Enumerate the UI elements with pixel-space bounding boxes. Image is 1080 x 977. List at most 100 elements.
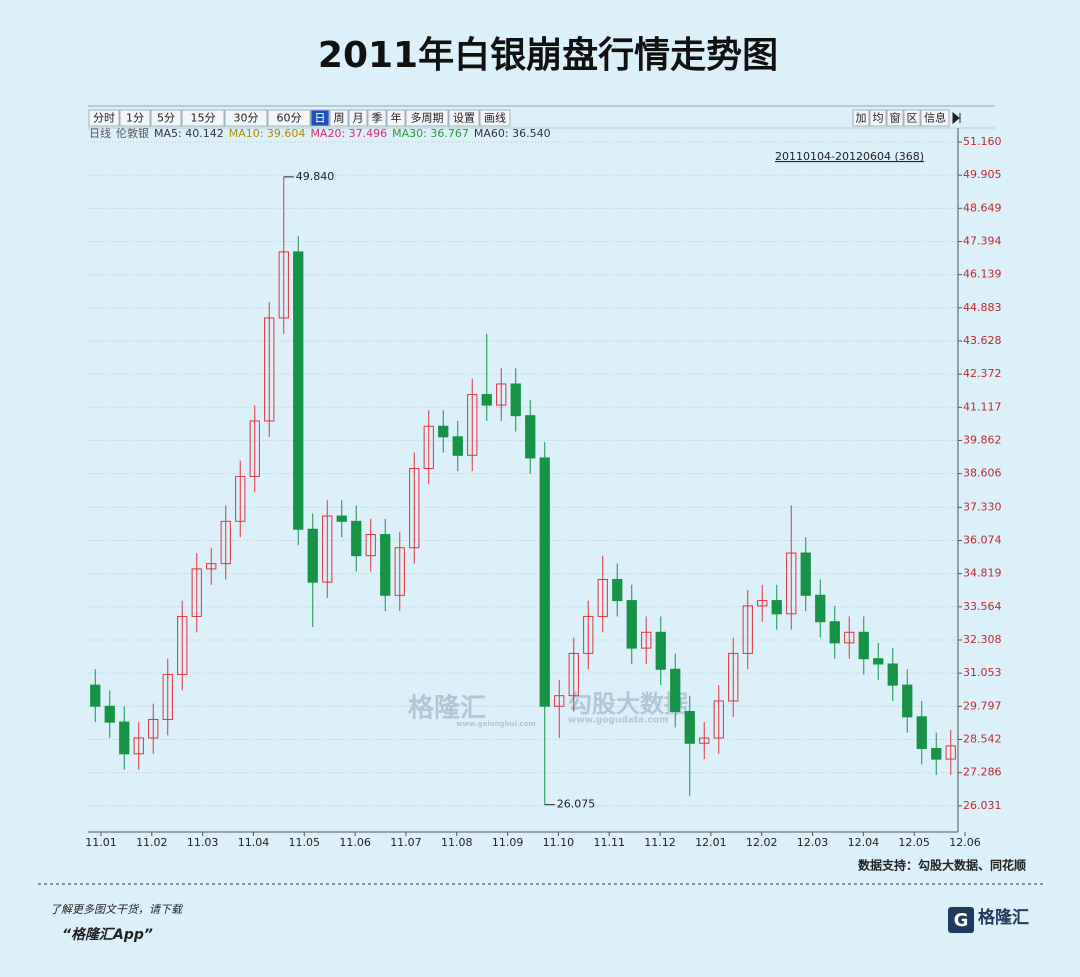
toolbar-label: 分时 [93, 112, 115, 125]
candle-body [829, 621, 840, 644]
toolbar-label: 15分 [191, 112, 216, 125]
y-tick-label: 37.330 [963, 500, 1002, 513]
logo-icon-glyph: G [954, 910, 969, 931]
watermark: www.gogudata.com [568, 716, 668, 726]
y-tick-label: 51.160 [963, 135, 1002, 148]
toolbar-button[interactable] [479, 109, 511, 127]
toolbar-button[interactable] [329, 109, 349, 127]
candle-body [191, 568, 202, 617]
candle-body [351, 520, 362, 557]
y-tick-label: 34.819 [963, 567, 1002, 580]
toolbar-button[interactable] [310, 109, 330, 127]
toolbar-label: 均 [873, 112, 884, 125]
watermark: www.gelonghui.com [456, 720, 536, 728]
candle-body [684, 711, 695, 744]
candle-body [438, 425, 449, 438]
logo-text: 格隆汇 [978, 907, 1029, 928]
toolbar-button[interactable] [852, 109, 870, 127]
candle-body [713, 700, 724, 739]
toolbar-label: 日 [315, 112, 326, 125]
candle-body [554, 695, 565, 707]
y-tick-label: 32.308 [963, 633, 1002, 646]
candle-body [235, 475, 246, 522]
toolbar-button[interactable] [224, 109, 268, 127]
watermark: 勾股大数据 [568, 690, 688, 718]
candle-body [525, 415, 536, 459]
toolbar-label: 信息 [924, 111, 946, 125]
toolbar-button[interactable] [869, 109, 887, 127]
candle-body [931, 748, 942, 760]
toolbar-label: 多周期 [411, 111, 444, 125]
toolbar-label: 季 [372, 112, 383, 125]
y-tick-label: 39.862 [963, 433, 1002, 446]
candle-body [771, 600, 782, 615]
candle-body [394, 547, 405, 596]
toolbar-button[interactable] [386, 109, 406, 127]
toolbar-button[interactable] [367, 109, 387, 127]
toolbar-label: 画线 [484, 111, 506, 125]
candle-body [800, 552, 811, 596]
range-label: 20110104-20120604 (368) [775, 150, 924, 163]
toolbar-button[interactable] [119, 109, 151, 127]
candle-body [133, 737, 144, 755]
toolbar-label: 60分 [277, 112, 302, 125]
x-tick-label: 11.10 [543, 836, 575, 849]
x-tick-label: 11.05 [289, 836, 321, 849]
y-tick-label: 48.649 [963, 201, 1002, 214]
x-tick-label: 11.08 [441, 836, 473, 849]
candle-body [844, 631, 855, 644]
annotation: 49.840 [296, 170, 335, 183]
toolbar-label: 设置 [453, 112, 475, 125]
candle-body [467, 394, 478, 456]
x-tick-label: 12.05 [898, 836, 930, 849]
candle-body [148, 718, 159, 739]
candle-body [365, 534, 376, 557]
candle-body [307, 528, 318, 583]
y-tick-label: 44.883 [963, 301, 1002, 314]
toolbar-button[interactable] [448, 109, 480, 127]
toolbar-button[interactable] [181, 109, 225, 127]
toolbar-button[interactable] [886, 109, 904, 127]
y-tick-label: 27.286 [963, 766, 1002, 779]
candle-body [452, 436, 463, 456]
toolbar-button[interactable] [150, 109, 182, 127]
x-tick-label: 11.03 [187, 836, 219, 849]
candle-body [539, 457, 550, 707]
candle-body [655, 631, 666, 670]
y-tick-label: 29.797 [963, 699, 1002, 712]
x-tick-label: 12.06 [949, 836, 981, 849]
y-tick-label: 42.372 [963, 367, 1002, 380]
toolbar-button[interactable] [903, 109, 921, 127]
toolbar-button[interactable] [348, 109, 368, 127]
logo-icon [948, 907, 974, 933]
candle-body [336, 515, 347, 522]
toolbar-button[interactable] [920, 109, 950, 127]
x-tick-label: 11.01 [85, 836, 117, 849]
candle-body [568, 652, 579, 697]
toolbar-label: 窗 [890, 111, 901, 125]
y-tick-label: 38.606 [963, 467, 1002, 480]
candle-body [699, 737, 710, 744]
y-tick-label: 36.074 [963, 534, 1002, 547]
toolbar-button[interactable] [267, 109, 311, 127]
y-tick-label: 31.053 [963, 666, 1002, 679]
x-tick-label: 12.04 [848, 836, 880, 849]
legend-item: MA5: 40.142 [154, 127, 224, 140]
candle-body [90, 684, 101, 707]
candle-body [177, 615, 188, 676]
x-tick-label: 12.03 [797, 836, 829, 849]
toolbar-button[interactable] [405, 109, 449, 127]
candle-body [322, 515, 333, 583]
candle-body [626, 600, 637, 649]
candle-body [786, 552, 797, 615]
toolbar-button[interactable] [88, 109, 120, 127]
x-tick-label: 11.02 [136, 836, 168, 849]
y-tick-label: 33.564 [963, 600, 1002, 613]
candle-body [612, 578, 623, 602]
candle-body [119, 721, 130, 755]
candle-body [293, 251, 304, 530]
candle-body [496, 383, 507, 406]
toolbar-icon [952, 111, 961, 125]
y-tick-label: 43.628 [963, 334, 1002, 347]
